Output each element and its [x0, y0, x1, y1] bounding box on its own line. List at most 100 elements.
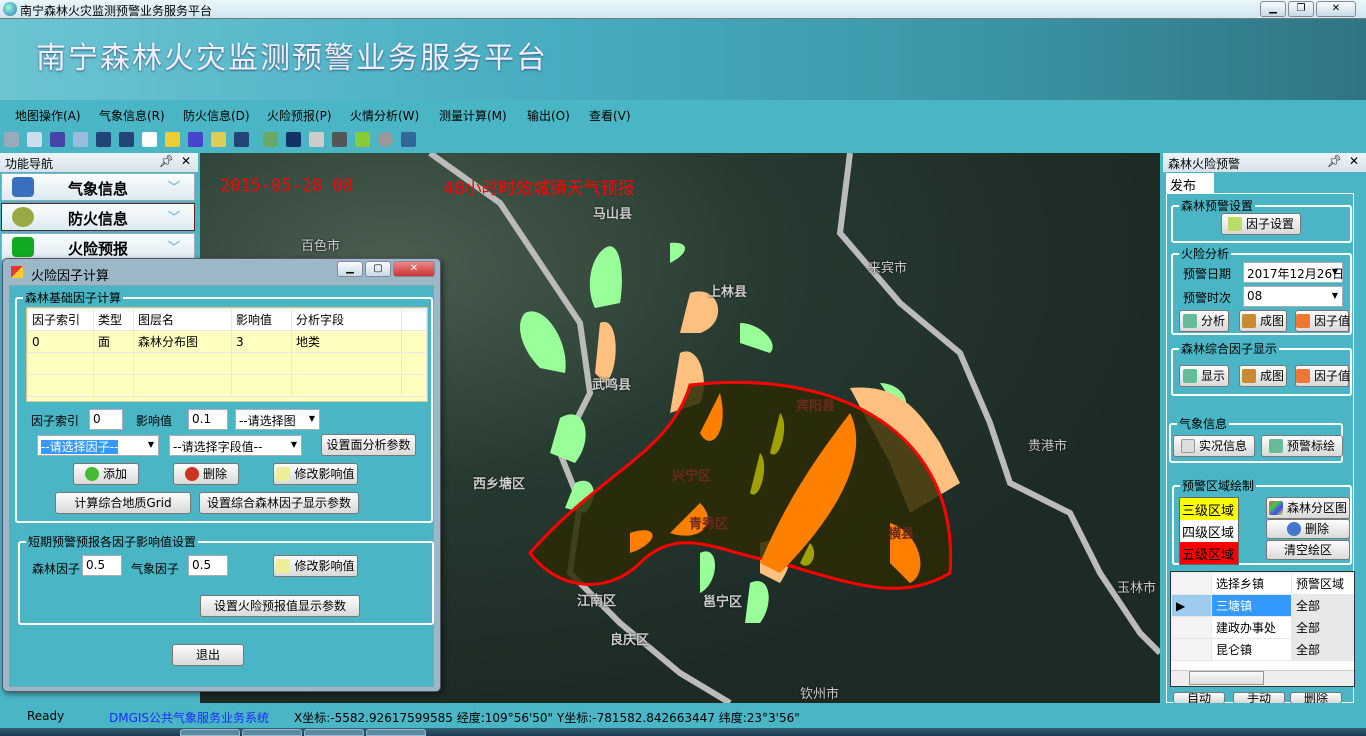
- printer-icon[interactable]: [309, 132, 324, 147]
- line-tool-icon[interactable]: [4, 132, 19, 147]
- menu-weather[interactable]: 气象信息(R): [99, 109, 165, 123]
- layer-icon[interactable]: [27, 132, 42, 147]
- add-button[interactable]: 添加: [73, 463, 139, 485]
- map-label: 来宾市: [868, 261, 908, 276]
- full-extent-icon[interactable]: [188, 132, 203, 147]
- table-row[interactable]: 建政办事处 全部: [1171, 616, 1354, 639]
- column-header[interactable]: 因子索引: [27, 308, 94, 331]
- factor-select[interactable]: --请选择因子--: [37, 435, 159, 456]
- picture-icon[interactable]: [401, 132, 416, 147]
- delete-button[interactable]: 删除: [173, 463, 239, 485]
- live-info-button[interactable]: 实况信息: [1173, 435, 1255, 457]
- table-row[interactable]: 0 面森林分布图 3 地类: [27, 330, 427, 353]
- factor-value-button-2[interactable]: 因子值: [1295, 365, 1350, 387]
- table-row[interactable]: 昆仑镇 全部: [1171, 638, 1354, 661]
- show-button[interactable]: 显示: [1179, 365, 1229, 387]
- column-header[interactable]: 影响值: [231, 308, 292, 331]
- close-icon[interactable]: ✕: [1348, 154, 1359, 168]
- level-4-zone[interactable]: 四级区域: [1180, 520, 1238, 542]
- column-header[interactable]: 预警区域: [1291, 572, 1354, 595]
- warning-date-picker[interactable]: 2017年12月26日: [1243, 262, 1343, 283]
- select-arrow-icon[interactable]: [165, 132, 180, 147]
- column-header[interactable]: 类型: [93, 308, 134, 331]
- taskbar-item[interactable]: [242, 729, 302, 736]
- column-header[interactable]: 图层名: [133, 308, 232, 331]
- brush-icon[interactable]: [211, 132, 226, 147]
- map-label: 兴宁区: [672, 469, 712, 484]
- page-icon[interactable]: [50, 132, 65, 147]
- dialog-minimize-button[interactable]: ▁: [337, 261, 363, 277]
- make-map-button-2[interactable]: 成图: [1239, 365, 1287, 387]
- taskbar-item[interactable]: [180, 729, 240, 736]
- export-printer-icon[interactable]: [332, 132, 347, 147]
- delete-zone-button[interactable]: 删除: [1266, 519, 1350, 539]
- image-icon[interactable]: [263, 132, 278, 147]
- date-label: 预警日期: [1183, 267, 1232, 281]
- forecast-title: 48小时时效城镇天气预报: [443, 179, 635, 199]
- level-3-zone[interactable]: 三级区域: [1180, 498, 1238, 520]
- taskbar-item[interactable]: [366, 729, 426, 736]
- field-select[interactable]: --请选择字段值--: [169, 435, 302, 456]
- nav-item-weather[interactable]: 气象信息 ﹀: [1, 173, 195, 201]
- set-forest-display-button[interactable]: 设置综合森林因子显示参数: [199, 492, 359, 514]
- influence-input[interactable]: 0.1: [188, 409, 228, 430]
- pin-icon[interactable]: 📌︎: [158, 154, 174, 168]
- menu-fire-prevention[interactable]: 防火信息(D): [183, 109, 250, 123]
- map-label: 横县: [888, 527, 915, 542]
- horizontal-scrollbar[interactable]: [1171, 670, 1354, 686]
- pin-icon[interactable]: 📌︎: [1326, 154, 1342, 168]
- menu-map-ops[interactable]: 地图操作(A): [15, 109, 81, 123]
- column-header[interactable]: 选择乡镇: [1211, 572, 1292, 595]
- zoom-box-icon[interactable]: [234, 132, 249, 147]
- column-header[interactable]: 分析字段: [291, 308, 402, 331]
- chart-icon: [1296, 369, 1310, 383]
- gear-icon[interactable]: [378, 132, 393, 147]
- group-title: 森林预警设置: [1179, 197, 1256, 214]
- zoom-in-icon[interactable]: [96, 132, 111, 147]
- taskbar-item[interactable]: [304, 729, 364, 736]
- book-icon[interactable]: [286, 132, 301, 147]
- zoom-out-icon[interactable]: [119, 132, 134, 147]
- modify-influence-button[interactable]: 修改影响值: [273, 463, 358, 485]
- warning-plot-button[interactable]: 预警标绘: [1261, 435, 1343, 457]
- nav-item-fire-forecast[interactable]: 火险预报 ﹀: [1, 233, 195, 261]
- forest-zone-map-button[interactable]: 森林分区图: [1266, 497, 1350, 519]
- globe-icon[interactable]: [73, 132, 88, 147]
- factor-index-input[interactable]: 0: [89, 409, 123, 430]
- exit-button[interactable]: 退出: [172, 644, 244, 666]
- warning-time-select[interactable]: 08: [1243, 286, 1343, 307]
- town-grid[interactable]: 选择乡镇 预警区域 ▶ 三塘镇 全部 建政办事处 全部 昆仑镇 全部: [1170, 571, 1355, 687]
- minimize-button[interactable]: ▁: [1260, 1, 1286, 17]
- menu-measure[interactable]: 测量计算(M): [439, 109, 507, 123]
- dialog-maximize-button[interactable]: ▢: [365, 261, 391, 277]
- analysis-icon: [1182, 314, 1197, 328]
- factor-settings-button[interactable]: 因子设置: [1221, 213, 1301, 235]
- analyze-button[interactable]: 分析: [1179, 310, 1229, 332]
- make-map-button[interactable]: 成图: [1239, 310, 1287, 332]
- forest-factor-input[interactable]: 0.5: [82, 555, 122, 576]
- factor-value-button[interactable]: 因子值: [1295, 310, 1350, 332]
- maximize-button[interactable]: ❐: [1288, 1, 1314, 17]
- download-icon[interactable]: [355, 132, 370, 147]
- nav-item-fire-prevention[interactable]: 防火信息 ﹀: [1, 203, 195, 231]
- layer-select[interactable]: --请选择图: [235, 409, 320, 430]
- dialog-close-button[interactable]: ✕: [393, 261, 435, 277]
- menu-fire-analysis[interactable]: 火情分析(W): [350, 109, 420, 123]
- factor-table[interactable]: 因子索引 类型 图层名 影响值 分析字段 0 面森林分布图 3 地类: [26, 307, 428, 402]
- clear-zones-button[interactable]: 清空绘区: [1266, 540, 1350, 560]
- tab-publish[interactable]: 发布: [1166, 173, 1214, 194]
- close-button[interactable]: ✕: [1316, 1, 1356, 17]
- zone-icon: [1268, 501, 1283, 515]
- pan-hand-icon[interactable]: [142, 132, 157, 147]
- close-icon[interactable]: ✕: [180, 154, 191, 168]
- menu-fire-forecast[interactable]: 火险预报(P): [267, 109, 332, 123]
- weather-factor-input[interactable]: 0.5: [188, 555, 228, 576]
- calc-grid-button[interactable]: 计算综合地质Grid: [55, 492, 191, 514]
- set-fire-display-button[interactable]: 设置火险预报值显示参数: [200, 595, 360, 617]
- table-row[interactable]: ▶ 三塘镇 全部: [1171, 594, 1354, 617]
- menu-output[interactable]: 输出(O): [527, 109, 570, 123]
- modify-influence-button-2[interactable]: 修改影响值: [273, 555, 358, 577]
- menu-view[interactable]: 查看(V): [589, 109, 631, 123]
- set-area-params-button[interactable]: 设置面分析参数: [321, 434, 416, 456]
- level-5-zone[interactable]: 五级区域: [1180, 542, 1238, 564]
